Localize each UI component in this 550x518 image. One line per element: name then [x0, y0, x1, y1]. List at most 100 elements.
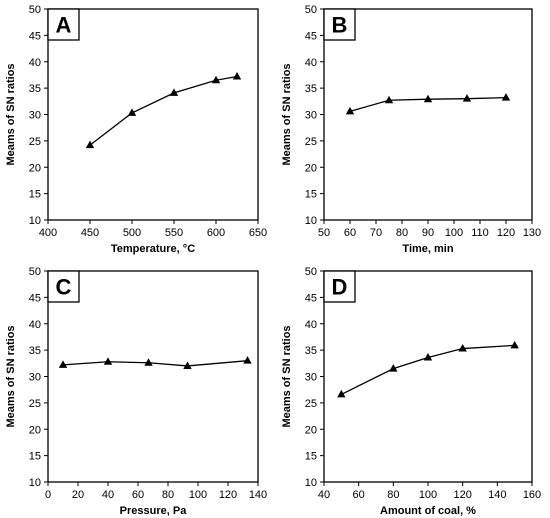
plot-frame [47, 8, 259, 221]
x-tick-label: 0 [45, 489, 51, 501]
x-tick-label: 70 [370, 227, 382, 239]
y-tick-label: 10 [305, 477, 317, 489]
y-tick-label: 25 [29, 136, 41, 148]
panel-label-box [323, 270, 356, 303]
y-tick-label: 50 [305, 4, 317, 16]
plot-frame [323, 8, 533, 221]
y-tick-label: 40 [305, 57, 317, 69]
data-point [169, 88, 179, 96]
x-tick-label: 60 [353, 489, 365, 501]
panel-label-box [47, 8, 80, 41]
data-point [337, 389, 346, 398]
x-tick-label: 600 [207, 227, 225, 239]
y-tick-label: 15 [29, 451, 41, 463]
y-tick-label: 15 [305, 451, 317, 463]
x-axis-label: Pressure, Pa [120, 505, 188, 517]
x-axis-label: Time, min [402, 243, 453, 255]
data-point [462, 94, 472, 102]
y-tick-label: 25 [305, 398, 317, 410]
y-tick-label: 45 [305, 30, 317, 42]
y-tick-label: 40 [29, 319, 41, 331]
panel-label: B [332, 13, 348, 38]
panel-label: D [332, 275, 348, 300]
series-line [341, 344, 515, 396]
x-tick-label: 100 [189, 489, 207, 501]
y-tick-label: 20 [29, 162, 41, 174]
data-point [103, 357, 113, 365]
x-tick-label: 130 [523, 227, 541, 239]
y-tick-label: 35 [29, 345, 41, 357]
y-axis-label: Meams of SN ratios [281, 325, 293, 427]
data-point [423, 94, 433, 103]
x-tick-label: 450 [81, 227, 99, 239]
data-point [389, 364, 398, 372]
panel-label: C [56, 275, 72, 300]
y-tick-label: 15 [305, 189, 317, 201]
y-tick-label: 20 [305, 424, 317, 436]
x-tick-label: 60 [344, 227, 356, 239]
x-tick-label: 40 [318, 489, 330, 501]
data-point [127, 108, 137, 116]
x-tick-label: 550 [165, 227, 183, 239]
y-tick-label: 25 [305, 136, 317, 148]
y-axis-label: Meams of SN ratios [5, 63, 17, 165]
data-point [423, 353, 433, 361]
x-tick-label: 500 [123, 227, 141, 239]
data-point [85, 140, 95, 149]
y-tick-label: 45 [305, 292, 317, 304]
y-tick-label: 25 [29, 398, 41, 410]
y-tick-label: 10 [305, 215, 317, 227]
x-tick-label: 80 [387, 489, 399, 501]
y-tick-label: 30 [305, 372, 317, 384]
x-tick-label: 120 [453, 489, 471, 501]
y-tick-label: 10 [29, 215, 41, 227]
x-tick-label: 140 [488, 489, 506, 501]
y-tick-label: 20 [305, 162, 317, 174]
x-tick-label: 120 [219, 489, 237, 501]
data-point [183, 361, 192, 369]
y-tick-label: 10 [29, 477, 41, 489]
y-tick-label: 30 [29, 372, 41, 384]
y-tick-label: 35 [305, 345, 317, 357]
data-point [232, 72, 242, 80]
x-axis-label: Temperature, °C [111, 243, 195, 255]
x-tick-label: 100 [445, 227, 463, 239]
data-point [58, 360, 68, 368]
panel-label-box [47, 270, 80, 303]
y-tick-label: 45 [29, 292, 41, 304]
panel-label: A [56, 13, 72, 38]
x-tick-label: 650 [249, 227, 267, 239]
x-tick-label: 80 [396, 227, 408, 239]
x-tick-label: 80 [162, 489, 174, 501]
chart-panel-d: 40 60 80 100 120 140 160 10 15 20 25 30 35 40 45 50 Amou… [281, 266, 541, 517]
data-point [458, 344, 467, 352]
panel-label-box [323, 8, 356, 41]
data-point [501, 93, 511, 101]
data-point [345, 106, 355, 115]
y-tick-label: 35 [29, 83, 41, 95]
data-point [384, 95, 394, 104]
x-tick-label: 60 [132, 489, 144, 501]
x-tick-label: 100 [419, 489, 437, 501]
y-tick-label: 45 [29, 30, 41, 42]
y-tick-label: 20 [29, 424, 41, 436]
y-tick-label: 15 [29, 189, 41, 201]
x-tick-label: 110 [471, 227, 489, 239]
x-axis-label: Amount of coal, % [380, 505, 476, 517]
data-point [243, 356, 252, 364]
y-axis-label: Meams of SN ratios [5, 325, 17, 427]
data-point [211, 75, 221, 84]
series-line [62, 360, 248, 367]
x-tick-label: 50 [318, 227, 330, 239]
chart-panel-a: 400 450 500 550 600 650 10 15 20 25 30 35 40 45 50 Temp… [5, 4, 267, 255]
x-tick-label: 90 [422, 227, 434, 239]
y-tick-label: 40 [305, 319, 317, 331]
x-tick-label: 400 [39, 227, 57, 239]
y-tick-label: 50 [305, 266, 317, 278]
y-tick-label: 50 [29, 266, 41, 278]
chart-panel-b: 50 60 70 80 90 100 110 120 130 10 15 20 25 30 35 40 45 50… [281, 4, 541, 255]
chart-panel-c: 0 20 40 60 80 100 120 140 10 15 20 25 30 35 40 45 50 Pres… [5, 266, 267, 517]
y-tick-label: 30 [305, 110, 317, 122]
y-tick-label: 50 [29, 4, 41, 16]
